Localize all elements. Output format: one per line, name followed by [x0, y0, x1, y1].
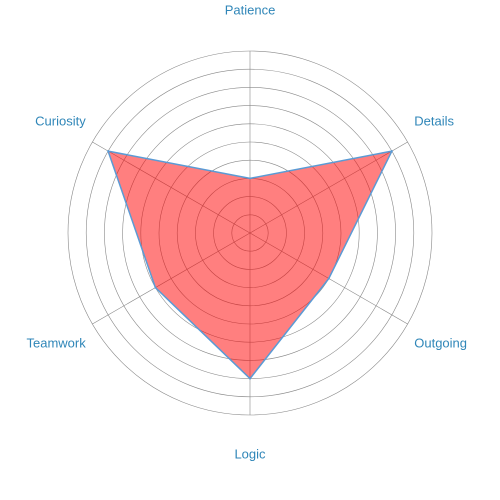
- data-point: [327, 277, 330, 280]
- data-point: [154, 286, 157, 289]
- axis-label-curiosity: Curiosity: [35, 113, 86, 128]
- axis-label-details: Details: [414, 113, 454, 128]
- axis-labels: Patience Details Outgoing Logic Teamwork Curi…: [26, 2, 467, 461]
- axis-label-logic: Logic: [234, 446, 266, 461]
- data-point: [249, 177, 251, 180]
- data-point: [390, 150, 393, 153]
- axis-label-outgoing: Outgoing: [414, 335, 467, 350]
- series-area: [107, 150, 393, 380]
- axis-label-teamwork: Teamwork: [26, 335, 86, 350]
- data-point: [249, 377, 251, 380]
- data-point: [107, 150, 110, 153]
- series-layer: [107, 150, 393, 380]
- axis-label-patience: Patience: [225, 2, 276, 17]
